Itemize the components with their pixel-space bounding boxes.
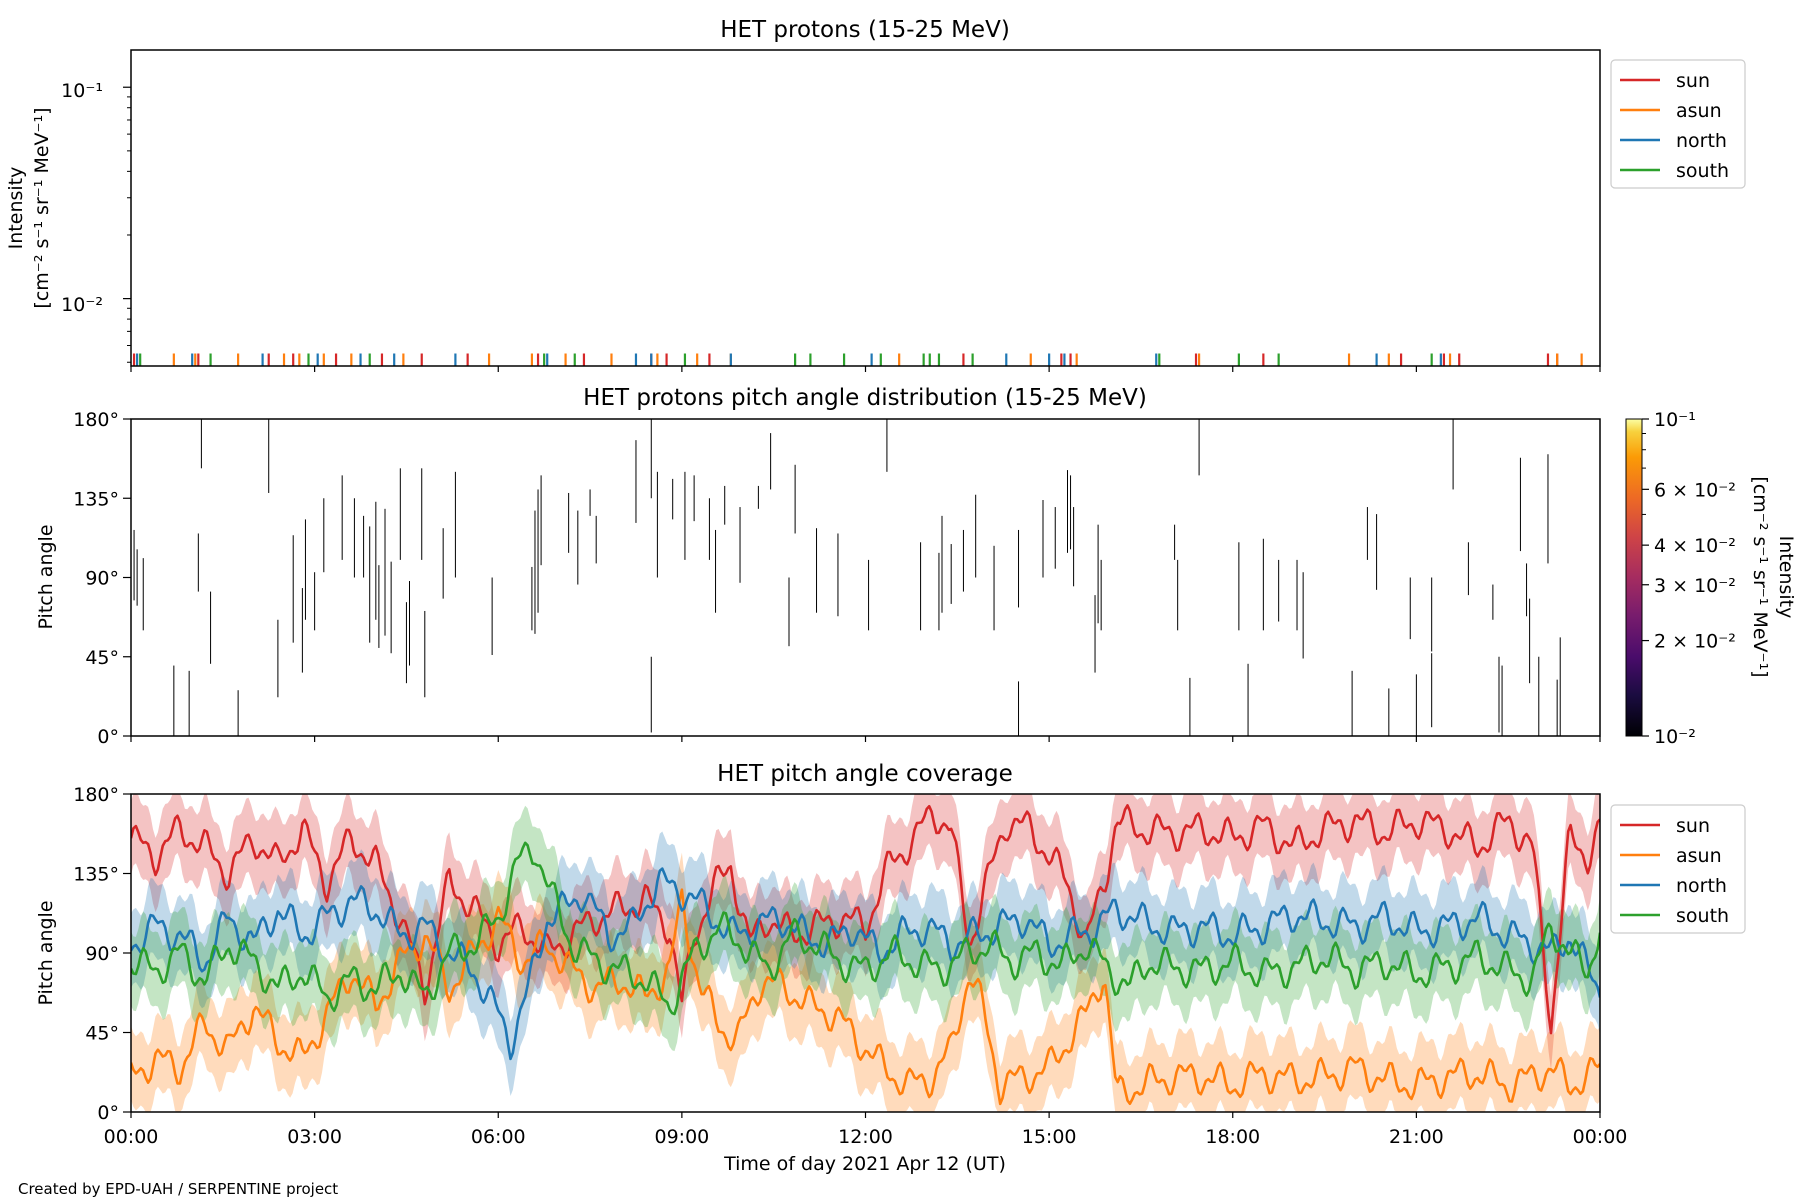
y-tick-label: 45° — [85, 647, 119, 669]
coverage-line-north — [131, 867, 1600, 1061]
colorbar-tick-label: 2 × 10⁻² — [1654, 631, 1736, 653]
footer-credit: Created by EPD-UAH / SERPENTINE project — [18, 1180, 338, 1198]
colorbar-ticks: 10⁻¹ 6 × 10⁻² 4 × 10⁻² 3 × 10⁻² 2 × 10⁻² 10⁻² — [1642, 409, 1736, 748]
legend-coverage: sun asun north south — [1610, 804, 1746, 934]
coverage-band-south — [131, 805, 1600, 1052]
y-tick-label: 135° — [73, 864, 119, 886]
coverage-line-asun — [131, 888, 1600, 1106]
y-tick-label: 90° — [85, 568, 119, 590]
colorbar-label-line1: Intensity — [1775, 536, 1797, 619]
x-tick-label: 12:00 — [838, 1126, 893, 1148]
legend-label-north: north — [1676, 875, 1727, 897]
panel-2-plot-area — [133, 419, 1561, 736]
coverage-line-south — [131, 841, 1600, 1016]
panel-1-frame — [130, 49, 1601, 367]
panel-1-plot-area — [132, 353, 1583, 366]
panel-3-plot-area — [131, 794, 1600, 1112]
panel-pitch-angle-distribution: HET protons pitch angle distribution (15… — [35, 385, 1797, 748]
panel-2-y-axis: 0° 45° 90° 135° 180° — [73, 409, 131, 748]
coverage-band-sun — [131, 794, 1600, 1071]
legend-label-north: north — [1676, 130, 1727, 152]
x-tick-label: 00:00 — [104, 1126, 159, 1148]
colorbar: 10⁻¹ 6 × 10⁻² 4 × 10⁻² 3 × 10⁻² 2 × 10⁻² 10⁻²… — [1625, 409, 1797, 748]
panel-1-y-tick-label: 10⁻¹ — [61, 80, 103, 102]
colorbar-tick-label: 10⁻¹ — [1654, 409, 1696, 431]
coverage-line-sun — [131, 804, 1600, 1035]
colorbar-tick-label: 10⁻² — [1654, 726, 1696, 748]
panel-2-y-axis-label: Pitch angle — [35, 524, 57, 629]
colorbar-label: Intensity [cm⁻² s⁻¹ sr⁻¹ MeV⁻¹] — [1749, 476, 1797, 677]
y-tick-label: 90° — [85, 943, 119, 965]
panel-3-y-axis-label: Pitch angle — [35, 900, 57, 1005]
panel-3-x-ticks — [130, 1112, 1601, 1118]
panel-2-frame — [130, 418, 1601, 737]
y-tick-label: 45° — [85, 1023, 119, 1045]
x-tick-label: 06:00 — [471, 1126, 526, 1148]
panel-intensity: HET protons (15-25 MeV) 10⁻¹ 10⁻² Intens… — [5, 17, 1746, 372]
x-tick-label: 09:00 — [654, 1126, 709, 1148]
legend-label-south: south — [1676, 905, 1729, 927]
y-tick-label: 0° — [97, 726, 119, 748]
x-tick-label: 21:00 — [1389, 1126, 1444, 1148]
x-axis-tick-labels: 00:00 03:00 06:00 09:00 12:00 15:00 18:00 21:00… — [104, 1126, 1628, 1148]
legend-box — [1610, 59, 1746, 189]
panel-3-frame — [130, 793, 1601, 1113]
x-tick-label: 00:00 — [1573, 1126, 1628, 1148]
legend-label-south: south — [1676, 160, 1729, 182]
y-tick-label: 180° — [73, 409, 119, 431]
panel-1-ylabel-line2: [cm⁻² s⁻¹ sr⁻¹ MeV⁻¹] — [31, 107, 53, 308]
panel-1-y-axis — [123, 86, 131, 363]
panel-3-title: HET pitch angle coverage — [717, 761, 1013, 787]
panel-2-x-ticks — [130, 736, 1601, 742]
legend-box — [1610, 804, 1746, 934]
panel-pitch-angle-coverage: HET pitch angle coverage 0° 45° 90° 135° 180… — [35, 761, 1746, 1124]
panel-1-ylabel-line1: Intensity — [5, 167, 27, 250]
colorbar-tick-label: 3 × 10⁻² — [1654, 575, 1736, 597]
colorbar-label-line2: [cm⁻² s⁻¹ sr⁻¹ MeV⁻¹] — [1749, 476, 1771, 677]
legend-label-sun: sun — [1676, 815, 1710, 837]
coverage-band-north — [131, 831, 1600, 1096]
colorbar-tick-label: 4 × 10⁻² — [1654, 535, 1736, 557]
legend-label-asun: asun — [1676, 845, 1722, 867]
x-tick-label: 15:00 — [1022, 1126, 1077, 1148]
x-axis-label: Time of day 2021 Apr 12 (UT) — [723, 1153, 1006, 1175]
legend-label-asun: asun — [1676, 100, 1722, 122]
colorbar-tick-label: 6 × 10⁻² — [1654, 479, 1736, 501]
colorbar-gradient — [1625, 418, 1643, 737]
x-tick-label: 18:00 — [1205, 1126, 1260, 1148]
y-tick-label: 180° — [73, 784, 119, 806]
panel-2-title: HET protons pitch angle distribution (15… — [583, 385, 1147, 411]
panel-1-title: HET protons (15-25 MeV) — [720, 17, 1010, 43]
y-tick-label: 135° — [73, 488, 119, 510]
panel-1-y-axis-label: Intensity [cm⁻² s⁻¹ sr⁻¹ MeV⁻¹] — [5, 107, 53, 308]
panel-1-y-tick-label: 10⁻² — [61, 294, 103, 316]
y-tick-label: 0° — [97, 1102, 119, 1124]
panel-1-x-ticks — [130, 366, 1601, 372]
legend-intensity: sun asun north south — [1610, 59, 1746, 189]
x-tick-label: 03:00 — [287, 1126, 342, 1148]
legend-label-sun: sun — [1676, 70, 1710, 92]
panel-3-y-axis: 0° 45° 90° 135° 180° — [73, 784, 131, 1124]
